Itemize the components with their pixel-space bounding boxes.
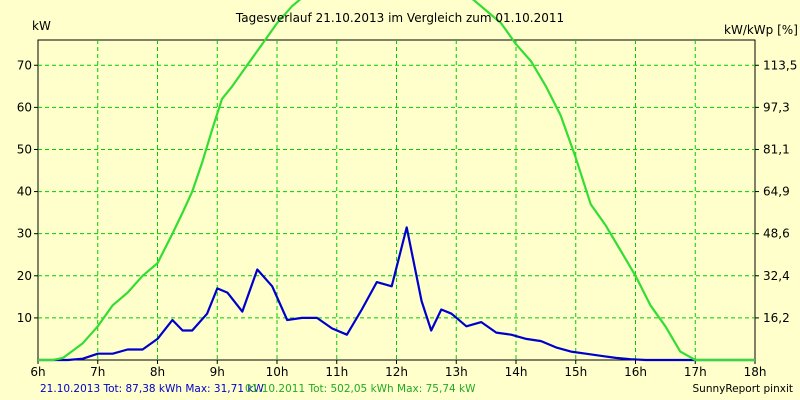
series-line-2 (38, 0, 755, 362)
series-lines (38, 0, 755, 362)
x-tick-label: 9h (210, 365, 225, 379)
x-tick-label: 6h (30, 365, 45, 379)
y-tick-label-left: 20 (17, 269, 32, 283)
y-tick-label-left: 70 (17, 58, 32, 72)
y-axis-left-label: kW (32, 19, 51, 33)
series-line-1 (38, 226, 755, 362)
x-tick-label: 17h (684, 365, 707, 379)
x-tick-label: 11h (325, 365, 348, 379)
x-tick-label: 13h (445, 365, 468, 379)
x-tick-label: 7h (90, 365, 105, 379)
x-tick-label: 14h (505, 365, 528, 379)
plot-area (37, 39, 756, 361)
y-tick-label-left: 10 (17, 311, 32, 325)
x-tick-label: 16h (624, 365, 647, 379)
x-tick-label: 10h (266, 365, 289, 379)
y-tick-label-right: 32,4 (763, 269, 790, 283)
footer-brand: SunnyReport pinxit (693, 383, 793, 395)
y-tick-label-left: 50 (17, 142, 32, 156)
x-tick-label: 15h (564, 365, 587, 379)
chart-title: Tagesverlauf 21.10.2013 im Vergleich zum… (235, 11, 564, 25)
y-axis-left-ticks: 10 20 30 40 50 60 70 (17, 58, 38, 325)
footer-series1: 21.10.2013 Tot: 87,38 kWh Max: 31,71 kW (40, 383, 264, 395)
y-tick-label-right: 48,6 (763, 227, 790, 241)
footer-series2: 01.10.2011 Tot: 502,05 kWh Max: 75,74 kW (245, 383, 476, 395)
y-tick-label-left: 40 (17, 185, 32, 199)
y-tick-label-right: 113,5 (763, 58, 797, 72)
y-axis-right-ticks: 16,2 32,4 48,6 64,9 81,1 97,3 113,5 (755, 58, 797, 325)
y-tick-label-left: 60 (17, 100, 32, 114)
y-tick-label-right: 81,1 (763, 142, 790, 156)
y-tick-label-right: 97,3 (763, 100, 790, 114)
y-tick-label-right: 64,9 (763, 185, 790, 199)
x-axis-ticks: 6h 7h 8h 9h 10h 11h 12h 13h 14h 15h 16h 17h 18h (30, 360, 766, 379)
x-tick-label: 18h (744, 365, 767, 379)
y-tick-label-right: 16,2 (763, 311, 790, 325)
x-tick-label: 12h (385, 365, 408, 379)
x-tick-label: 8h (150, 365, 165, 379)
y-axis-right-label: kW/kWp [%] (724, 23, 798, 37)
y-tick-label-left: 30 (17, 227, 32, 241)
